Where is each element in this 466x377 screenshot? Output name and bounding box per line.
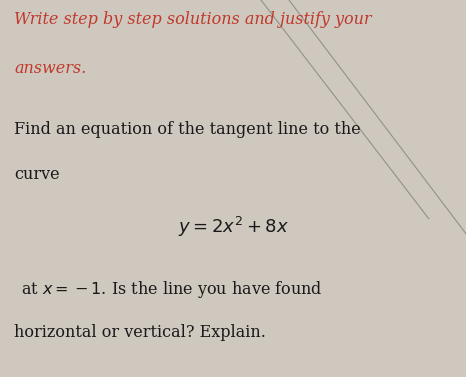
Text: curve: curve	[14, 166, 60, 183]
Text: Find an equation of the tangent line to the: Find an equation of the tangent line to …	[14, 121, 361, 138]
Text: horizontal or vertical? Explain.: horizontal or vertical? Explain.	[14, 324, 266, 341]
Text: Write step by step solutions and justify your: Write step by step solutions and justify…	[14, 11, 371, 28]
Text: answers.: answers.	[14, 60, 86, 77]
Text: at $x = -1$. Is the line you have found: at $x = -1$. Is the line you have found	[21, 279, 322, 300]
Text: $y = 2x^2 + 8x$: $y = 2x^2 + 8x$	[178, 215, 288, 239]
